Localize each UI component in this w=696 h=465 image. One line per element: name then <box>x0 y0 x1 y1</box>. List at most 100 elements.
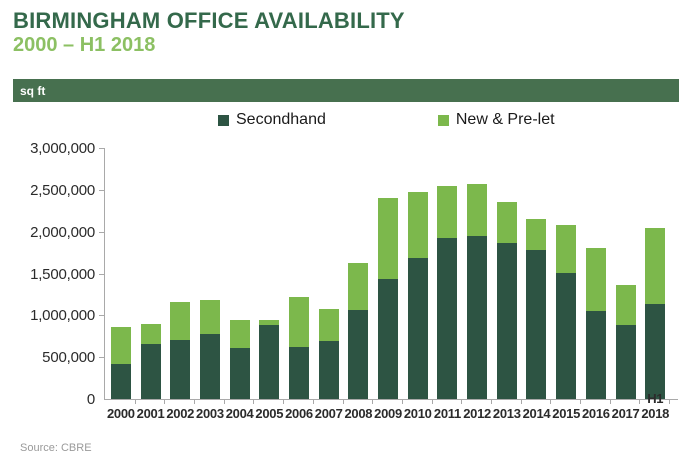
bar-slot-2007: 2007 <box>314 148 344 421</box>
y-axis-label: 1,500,000 <box>30 265 95 283</box>
stacked-bar <box>526 219 547 399</box>
legend-label-secondhand: Secondhand <box>236 111 326 128</box>
bar-segment-secondhand <box>110 363 131 399</box>
x-axis-tick <box>461 400 463 404</box>
bar-segment-new-pre-let <box>496 202 517 243</box>
bar-slot-2000: 2000 <box>106 148 136 421</box>
x-axis-tick <box>669 400 671 404</box>
bar-slot-2006: 2006 <box>284 148 314 421</box>
stacked-bar <box>318 308 339 399</box>
stacked-bar <box>110 327 131 399</box>
stacked-bar <box>407 191 428 399</box>
y-axis-tick <box>99 315 104 317</box>
stacked-bar <box>467 183 488 399</box>
bar-segment-secondhand <box>467 235 488 399</box>
bar-segment-new-pre-let <box>378 198 399 280</box>
x-axis-tick <box>401 400 403 404</box>
x-axis-tick <box>283 400 285 404</box>
plot-area: 2000 2001 2002 2003 2004 2005 2006 2007 2008 2009… <box>104 148 678 421</box>
bar-segment-secondhand <box>556 272 577 399</box>
stacked-bar <box>288 296 309 399</box>
y-axis-label: 1,000,000 <box>30 307 95 325</box>
stacked-bar <box>645 227 666 399</box>
bar-segment-secondhand <box>259 324 280 399</box>
bar-slot-2001: 2001 <box>136 148 166 421</box>
x-axis-label: 2004 <box>225 406 254 422</box>
x-axis-label: 2011 <box>433 406 461 422</box>
chart-legend: Secondhand New & Pre-let <box>218 111 555 129</box>
legend-label-new-prelet: New & Pre-let <box>455 111 555 128</box>
x-axis-label: 2009 <box>374 406 402 422</box>
x-axis-label: 2002 <box>166 406 195 422</box>
stacked-bar <box>615 285 636 399</box>
bar-segment-new-pre-let <box>348 262 369 311</box>
bar-segment-secondhand <box>229 348 250 399</box>
bar-segment-new-pre-let <box>318 308 339 342</box>
secondhand-swatch-icon <box>218 114 229 126</box>
x-axis-tick <box>134 400 136 404</box>
bar-segment-new-pre-let <box>615 285 636 326</box>
x-axis-label: 2016 <box>581 406 610 422</box>
bar-segment-new-pre-let <box>556 225 577 273</box>
y-axis-label: 2,500,000 <box>30 181 95 199</box>
bar-segment-secondhand <box>348 310 369 399</box>
stacked-bar <box>437 185 458 399</box>
bar-slot-h1-2018: H1 2018 <box>640 148 671 421</box>
bar-segment-secondhand <box>378 279 399 399</box>
bar-slot-2003: 2003 <box>195 148 225 421</box>
stacked-bar <box>170 302 191 399</box>
bar-segment-new-pre-let <box>585 248 606 312</box>
source-note: Source: CBRE <box>20 442 92 454</box>
unit-label: sq ft <box>20 83 46 98</box>
bar-segment-new-pre-let <box>170 302 191 340</box>
bar-segment-new-pre-let <box>110 327 131 364</box>
bar-slot-2005: 2005 <box>254 148 285 421</box>
bar-segment-secondhand <box>170 339 191 399</box>
x-axis-tick <box>164 400 166 404</box>
y-axis-tick <box>99 273 104 275</box>
stacked-bar <box>496 202 517 399</box>
x-axis-tick <box>609 400 611 404</box>
stacked-bar <box>348 262 369 399</box>
bar-slot-2009: 2009 <box>373 148 403 421</box>
x-axis-label: 2010 <box>403 406 432 422</box>
x-axis-label: 2008 <box>344 406 373 422</box>
x-axis-tick <box>312 400 314 404</box>
x-axis-tick <box>194 400 196 404</box>
bar-segment-secondhand <box>140 343 161 399</box>
y-axis-tick <box>99 357 104 359</box>
x-axis-label: 2000 <box>106 406 135 422</box>
x-axis-label: 2014 <box>522 406 551 422</box>
bar-segment-secondhand <box>585 311 606 399</box>
x-axis-label: 2005 <box>255 406 284 422</box>
x-axis-tick <box>639 400 641 404</box>
x-axis-label: 2003 <box>196 406 224 422</box>
legend-item-new-prelet: New & Pre-let <box>437 111 555 129</box>
bar-segment-new-pre-let <box>437 185 458 238</box>
x-axis-label: 2015 <box>552 406 581 422</box>
stacked-bar <box>585 248 606 399</box>
bar-segment-secondhand <box>437 237 458 399</box>
bar-segment-secondhand <box>615 325 636 399</box>
bar-slot-2010: 2010 <box>403 148 433 421</box>
bar-segment-new-pre-let <box>288 296 309 348</box>
stacked-bar <box>378 198 399 399</box>
stacked-bar <box>229 319 250 399</box>
bar-segment-new-pre-let <box>259 320 280 325</box>
y-axis-tick <box>99 148 104 149</box>
page-title: BIRMINGHAM OFFICE AVAILABILITY <box>13 8 405 33</box>
stacked-bar <box>556 225 577 399</box>
bar-segment-secondhand <box>199 333 220 399</box>
legend-item-secondhand: Secondhand <box>218 111 326 129</box>
bar-segment-secondhand <box>645 303 666 399</box>
bar-slot-2012: 2012 <box>462 148 492 421</box>
y-axis-label: 0 <box>86 391 95 408</box>
chart-area: 2000 2001 2002 2003 2004 2005 2006 2007 2008 2009… <box>0 140 696 448</box>
stacked-bar <box>199 300 220 399</box>
bar-segment-new-pre-let <box>645 227 666 304</box>
unit-band: sq ft <box>13 79 679 102</box>
bar-slot-2008: 2008 <box>344 148 374 421</box>
bar-slot-2016: 2016 <box>581 148 611 421</box>
bar-segment-new-pre-let <box>199 300 220 334</box>
x-axis-tick <box>550 400 552 404</box>
